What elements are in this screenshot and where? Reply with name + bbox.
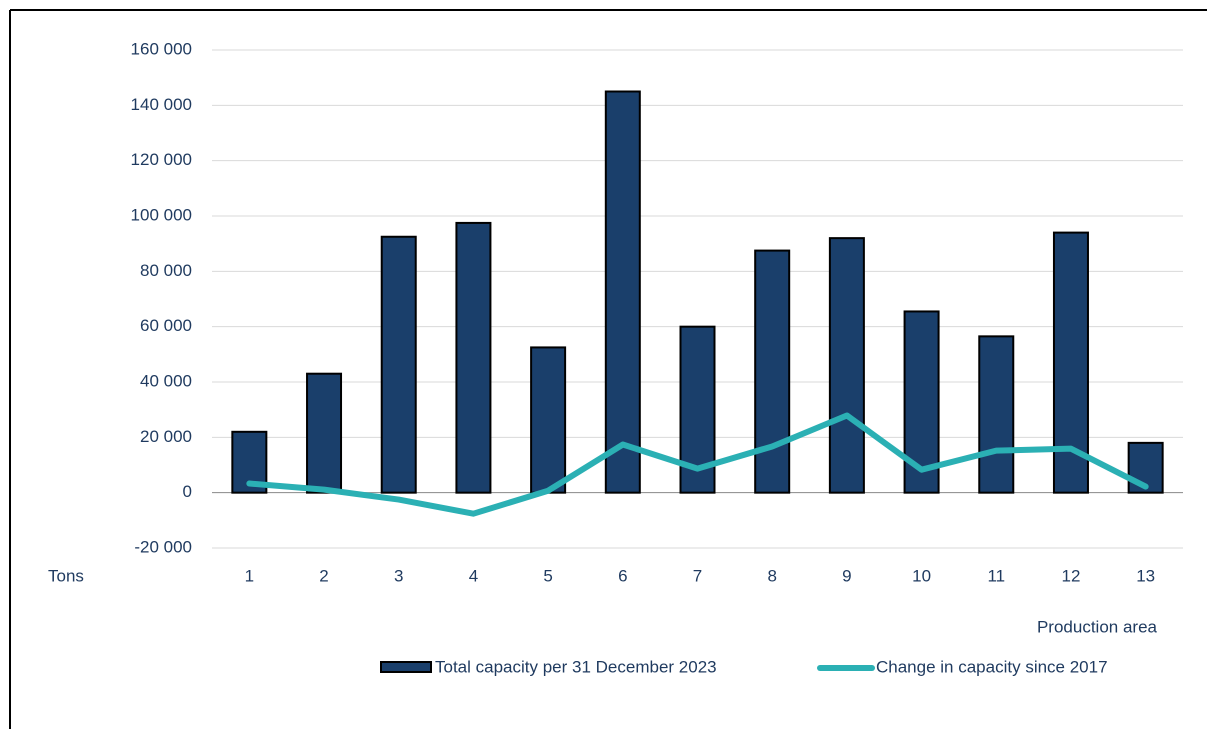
bar: [455, 221, 492, 494]
y-tick-label: 60 000: [140, 316, 192, 335]
y-tick-label: 140 000: [131, 95, 192, 114]
bar: [604, 90, 641, 494]
x-tick-label: 9: [842, 566, 851, 585]
line: [246, 412, 1149, 517]
x-tick-label: 11: [987, 566, 1005, 585]
y-tick-label: 0: [183, 482, 192, 501]
x-tick-label: 3: [394, 566, 403, 585]
y-tick-label: 80 000: [140, 261, 192, 280]
legend-label: Total capacity per 31 December 2023: [435, 657, 717, 676]
x-axis-label: Production area: [1037, 617, 1158, 636]
y-tick-label: 40 000: [140, 371, 192, 390]
y-axis-label: Tons: [48, 566, 84, 585]
bar: [530, 346, 567, 494]
bar: [828, 237, 865, 494]
legend-label: Change in capacity since 2017: [876, 657, 1108, 676]
bar: [306, 372, 343, 494]
x-tick-label: 7: [693, 566, 702, 585]
x-tick-label: 1: [245, 566, 254, 585]
x-tick-label: 8: [767, 566, 776, 585]
x-tick-label: 5: [543, 566, 552, 585]
x-tick-label: 6: [618, 566, 627, 585]
bar: [754, 249, 791, 494]
x-tick-label: 13: [1136, 566, 1155, 585]
y-tick-label: -20 000: [134, 537, 192, 556]
x-tick-label: 10: [912, 566, 931, 585]
y-tick-label: 20 000: [140, 427, 192, 446]
bar: [380, 235, 417, 494]
y-tick-label: 120 000: [131, 150, 192, 169]
bar: [978, 335, 1015, 494]
x-tick-label: 2: [319, 566, 328, 585]
x-tick-label: 12: [1062, 566, 1081, 585]
y-tick-label: 160 000: [131, 39, 192, 58]
x-tick-label: 4: [469, 566, 478, 585]
y-tick-label: 100 000: [131, 205, 192, 224]
legend-swatch: [380, 661, 432, 673]
